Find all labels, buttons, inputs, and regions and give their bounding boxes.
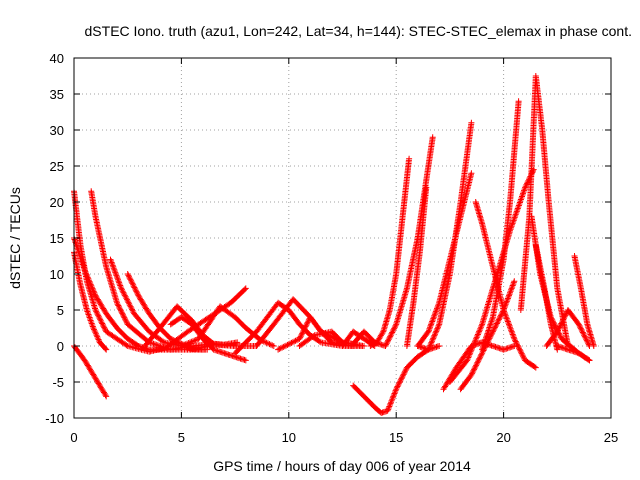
series-arc-15 bbox=[339, 328, 378, 349]
data-point-markers bbox=[382, 134, 436, 349]
y-tick-label: 10 bbox=[50, 267, 64, 282]
y-tick-label: 20 bbox=[50, 195, 64, 210]
series-arc-32 bbox=[554, 343, 593, 364]
series-arc-19 bbox=[403, 184, 430, 349]
series-arc-21 bbox=[414, 170, 475, 349]
x-tick-label: 0 bbox=[70, 430, 77, 445]
series-arc-16 bbox=[350, 343, 443, 416]
data-point-markers bbox=[479, 98, 522, 353]
axis-ticks: 0 5 10 15 20 25 -10 -5 0 5 10 15 20 25 30 35 40 bbox=[45, 51, 618, 445]
y-tick-label: 5 bbox=[57, 303, 64, 318]
chart-title: dSTEC Iono. truth (azu1, Lon=242, Lat=34… bbox=[85, 23, 632, 39]
data-point-markers bbox=[414, 170, 475, 349]
series-arc-6 bbox=[107, 256, 211, 353]
y-axis-label: dSTEC / TECUs bbox=[7, 187, 23, 289]
y-tick-label: 30 bbox=[50, 123, 64, 138]
data-point-markers bbox=[571, 253, 597, 349]
y-tick-label: -5 bbox=[52, 375, 64, 390]
data-point-markers bbox=[107, 256, 211, 353]
data-point-markers bbox=[554, 343, 593, 364]
y-tick-label: 25 bbox=[50, 159, 64, 174]
x-tick-label: 20 bbox=[496, 430, 510, 445]
y-tick-label: 40 bbox=[50, 51, 64, 66]
x-axis-label: GPS time / hours of day 006 of year 2014 bbox=[213, 458, 471, 474]
x-tick-label: 25 bbox=[604, 430, 618, 445]
data-point-markers bbox=[367, 155, 413, 349]
y-tick-label: -10 bbox=[45, 411, 64, 426]
data-point-markers bbox=[71, 343, 110, 400]
data-point-markers bbox=[350, 343, 443, 416]
x-tick-label: 15 bbox=[389, 430, 403, 445]
y-tick-label: 15 bbox=[50, 231, 64, 246]
data-point-markers bbox=[472, 199, 539, 371]
y-tick-label: 35 bbox=[50, 87, 64, 102]
x-tick-label: 5 bbox=[178, 430, 185, 445]
data-point-markers bbox=[543, 307, 593, 349]
series-arc-31 bbox=[571, 253, 597, 349]
y-tick-label: 0 bbox=[57, 339, 64, 354]
series-arc-25 bbox=[472, 199, 539, 371]
series-arc-4 bbox=[71, 343, 110, 400]
series-arc-30 bbox=[543, 307, 593, 349]
series-arc-27 bbox=[517, 73, 571, 349]
data-point-markers bbox=[339, 328, 378, 349]
data-point-markers bbox=[517, 73, 571, 349]
series-arc-17 bbox=[367, 155, 413, 349]
data-point-markers bbox=[403, 184, 430, 349]
data-series bbox=[71, 73, 597, 416]
x-tick-label: 10 bbox=[282, 430, 296, 445]
series-arc-18 bbox=[382, 134, 436, 349]
series-arc-26 bbox=[479, 98, 522, 353]
